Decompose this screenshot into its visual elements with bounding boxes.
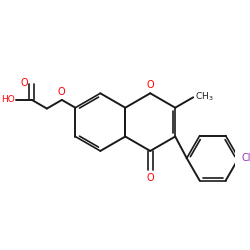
Text: O: O [20, 78, 28, 88]
Text: HO: HO [2, 96, 15, 104]
Text: O: O [146, 174, 154, 184]
Text: O: O [146, 80, 154, 90]
Text: CH$_3$: CH$_3$ [195, 90, 214, 103]
Text: Cl: Cl [241, 153, 250, 163]
Text: O: O [58, 87, 65, 97]
